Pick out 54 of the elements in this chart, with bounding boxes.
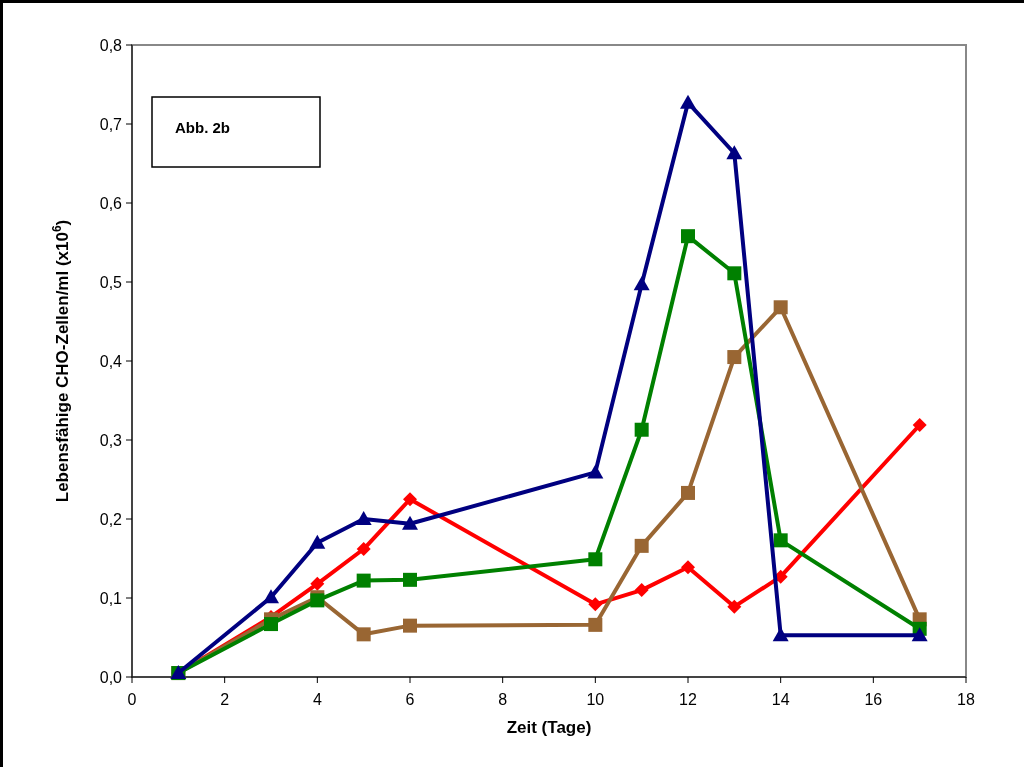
point xyxy=(402,515,418,530)
x-tick-label: 18 xyxy=(957,691,975,708)
y-tick-label: 0,6 xyxy=(99,194,123,212)
point xyxy=(681,485,695,500)
point xyxy=(355,511,372,525)
y-tick-label: 0,5 xyxy=(99,273,123,291)
point xyxy=(681,229,695,244)
point xyxy=(309,534,326,549)
point xyxy=(772,627,789,642)
point xyxy=(356,627,371,642)
point xyxy=(310,576,325,591)
y-tick-label: 0,2 xyxy=(99,510,123,528)
point xyxy=(634,422,649,437)
point xyxy=(912,417,927,432)
y-tick-label: 0,0 xyxy=(99,668,123,686)
y-tick-label: 0,8 xyxy=(99,36,123,54)
x-tick-label: 6 xyxy=(405,691,415,708)
point xyxy=(681,560,695,575)
point xyxy=(634,538,649,553)
x-tick-label: 14 xyxy=(771,691,790,708)
annotation: Abb. 2b xyxy=(175,119,230,136)
y-tick-label: 0,4 xyxy=(99,352,123,370)
point xyxy=(588,552,603,567)
x-tick-label: 8 xyxy=(498,691,508,708)
x-tick-label: 2 xyxy=(220,691,230,708)
point xyxy=(773,300,788,315)
point xyxy=(727,266,742,281)
x-tick-label: 10 xyxy=(586,691,605,708)
point xyxy=(727,599,742,614)
point xyxy=(773,533,788,548)
point xyxy=(356,573,371,588)
point xyxy=(727,350,742,365)
point xyxy=(403,572,417,587)
x-axis-title: Zeit (Tage) xyxy=(506,718,592,737)
y-tick-label: 0,7 xyxy=(99,115,123,133)
point xyxy=(264,617,278,632)
point xyxy=(263,589,279,604)
point xyxy=(588,597,603,612)
point xyxy=(403,492,417,507)
y-tick-label: 0,1 xyxy=(99,589,123,607)
x-tick-label: 0 xyxy=(127,691,137,708)
point xyxy=(403,618,417,633)
point xyxy=(633,276,650,291)
point xyxy=(680,94,696,109)
point xyxy=(634,583,649,598)
x-tick-label: 4 xyxy=(312,691,322,708)
point xyxy=(356,542,371,557)
x-tick-label: 16 xyxy=(864,691,883,708)
point xyxy=(588,617,603,632)
point xyxy=(726,145,743,160)
point xyxy=(911,627,928,642)
x-tick-label: 12 xyxy=(679,691,697,708)
point xyxy=(587,464,604,479)
y-tick-label: 0,3 xyxy=(99,431,123,449)
